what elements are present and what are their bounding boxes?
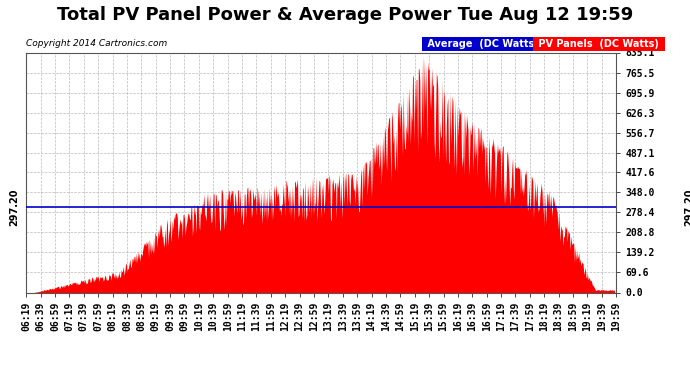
Text: PV Panels  (DC Watts): PV Panels (DC Watts)	[535, 39, 662, 50]
Text: 297.20: 297.20	[684, 188, 690, 226]
Text: Total PV Panel Power & Average Power Tue Aug 12 19:59: Total PV Panel Power & Average Power Tue…	[57, 6, 633, 24]
Text: 297.20: 297.20	[9, 188, 19, 226]
Text: Average  (DC Watts): Average (DC Watts)	[424, 39, 542, 50]
Text: Copyright 2014 Cartronics.com: Copyright 2014 Cartronics.com	[26, 39, 168, 48]
